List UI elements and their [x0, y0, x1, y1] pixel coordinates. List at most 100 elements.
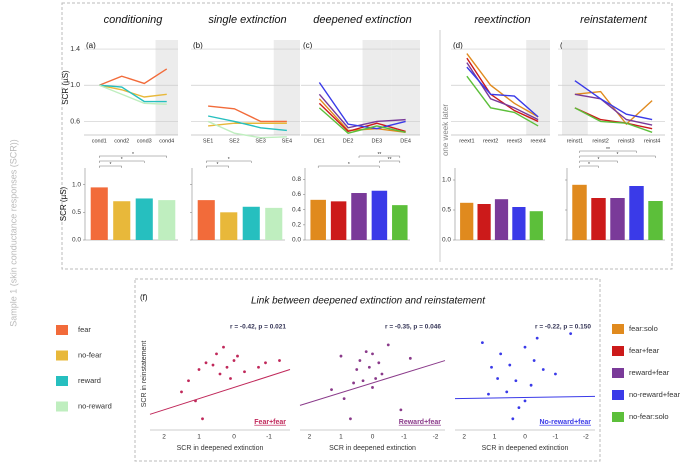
- fit-line: [299, 360, 446, 406]
- series-line: [466, 53, 539, 118]
- sig-mark: *: [228, 157, 230, 163]
- point: [232, 359, 236, 362]
- sig-mark: *: [121, 157, 123, 163]
- sig-bracket: [579, 165, 599, 168]
- x-tick-label: SE3: [255, 138, 265, 144]
- series-line: [208, 122, 287, 127]
- point: [386, 343, 390, 347]
- x-tick-label: DE2: [343, 138, 354, 144]
- panel-label: (d): [453, 41, 463, 50]
- series-line: [98, 84, 167, 105]
- point: [330, 388, 333, 392]
- corner-label: Reward+fear: [399, 419, 441, 426]
- bar: [392, 205, 408, 240]
- y-tick-label: 0.5: [72, 209, 81, 216]
- x-tick-label: 1: [197, 434, 201, 441]
- x-tick-label: reinst3: [618, 138, 635, 144]
- point: [257, 365, 260, 369]
- point: [535, 336, 539, 340]
- point: [487, 392, 490, 396]
- y-axis-label: SCR (µS): [59, 186, 68, 221]
- point: [243, 370, 246, 374]
- sig-bracket: [579, 160, 618, 163]
- y-tick-label: 0.0: [292, 237, 301, 244]
- series-line: [466, 66, 539, 118]
- panel-label: (c): [303, 41, 313, 50]
- bar: [591, 198, 606, 240]
- point: [187, 379, 190, 383]
- y-tick-label: 1.0: [70, 82, 80, 89]
- point: [278, 359, 281, 362]
- series-line: [466, 57, 539, 123]
- legend-label: fear:solo: [629, 324, 658, 333]
- point: [399, 408, 403, 412]
- bar: [351, 193, 367, 240]
- x-tick-label: 2: [462, 434, 466, 441]
- chart-title: single extinction: [208, 14, 286, 26]
- x-tick-label: reext2: [483, 138, 498, 144]
- y-tick-label: 1.0: [442, 177, 451, 184]
- series-line: [574, 107, 653, 130]
- legend-label: no-reward: [78, 401, 112, 410]
- fit-line: [149, 369, 291, 415]
- x-tick-label: 0: [523, 434, 527, 441]
- point: [339, 354, 343, 358]
- point: [361, 379, 365, 383]
- highlight: [362, 40, 392, 135]
- point: [505, 390, 509, 394]
- y-tick-label: 0.6: [292, 191, 301, 198]
- point: [194, 399, 197, 403]
- point: [569, 332, 573, 336]
- y-tick-label: 1.4: [70, 46, 80, 53]
- point: [349, 417, 352, 421]
- legend-label: reward: [78, 376, 101, 385]
- bar: [158, 200, 176, 240]
- point: [541, 368, 545, 371]
- x-tick-label: -2: [433, 434, 439, 441]
- legend-label: reward+fear: [629, 368, 670, 377]
- point: [380, 372, 384, 376]
- x-tick-label: SE1: [203, 138, 213, 144]
- x-tick-label: cond4: [159, 138, 174, 144]
- series-line: [98, 68, 168, 86]
- series-line: [318, 102, 406, 133]
- point: [554, 372, 557, 376]
- sig-bracket: [317, 165, 380, 168]
- x-axis-label: SCR in deepened extinction: [482, 445, 569, 452]
- sig-mark: *: [348, 162, 350, 168]
- series-line: [207, 120, 287, 139]
- sig-mark: *: [598, 157, 600, 163]
- sig-mark: *: [110, 162, 112, 168]
- bar: [529, 211, 543, 240]
- legend-swatch: [612, 390, 624, 400]
- point: [215, 352, 218, 356]
- x-tick-label: reext4: [530, 138, 545, 144]
- point: [236, 354, 239, 358]
- point: [225, 365, 229, 369]
- f-title: Link between deepened extinction and rei…: [251, 296, 486, 307]
- corner-label: Fear+fear: [254, 419, 286, 426]
- point: [352, 381, 355, 385]
- series-line: [208, 105, 287, 123]
- x-tick-label: 1: [339, 434, 343, 441]
- legend-swatch: [56, 350, 68, 361]
- point: [532, 359, 536, 362]
- point: [374, 377, 378, 380]
- sig-bracket: [206, 165, 229, 168]
- y-tick-label: 0.0: [72, 237, 81, 244]
- x-tick-label: -2: [583, 434, 589, 441]
- chart-title: reextinction: [474, 14, 530, 26]
- point: [499, 352, 503, 356]
- x-tick-label: DE3: [372, 138, 383, 144]
- x-tick-label: SE2: [229, 138, 239, 144]
- point: [367, 365, 371, 369]
- x-axis-label: SCR in deepened extinction: [177, 445, 264, 452]
- y-axis-label: SCR (µS): [61, 70, 70, 105]
- sig-mark: **: [606, 147, 610, 153]
- series-line: [318, 93, 406, 129]
- x-tick-label: -1: [401, 434, 407, 441]
- x-tick-label: reinst1: [567, 138, 584, 144]
- x-tick-label: 1: [493, 434, 497, 441]
- legend-label: no-reward+fear: [629, 390, 681, 399]
- figure-label: Sample 1 (skin conductance responses (SC…: [8, 139, 18, 327]
